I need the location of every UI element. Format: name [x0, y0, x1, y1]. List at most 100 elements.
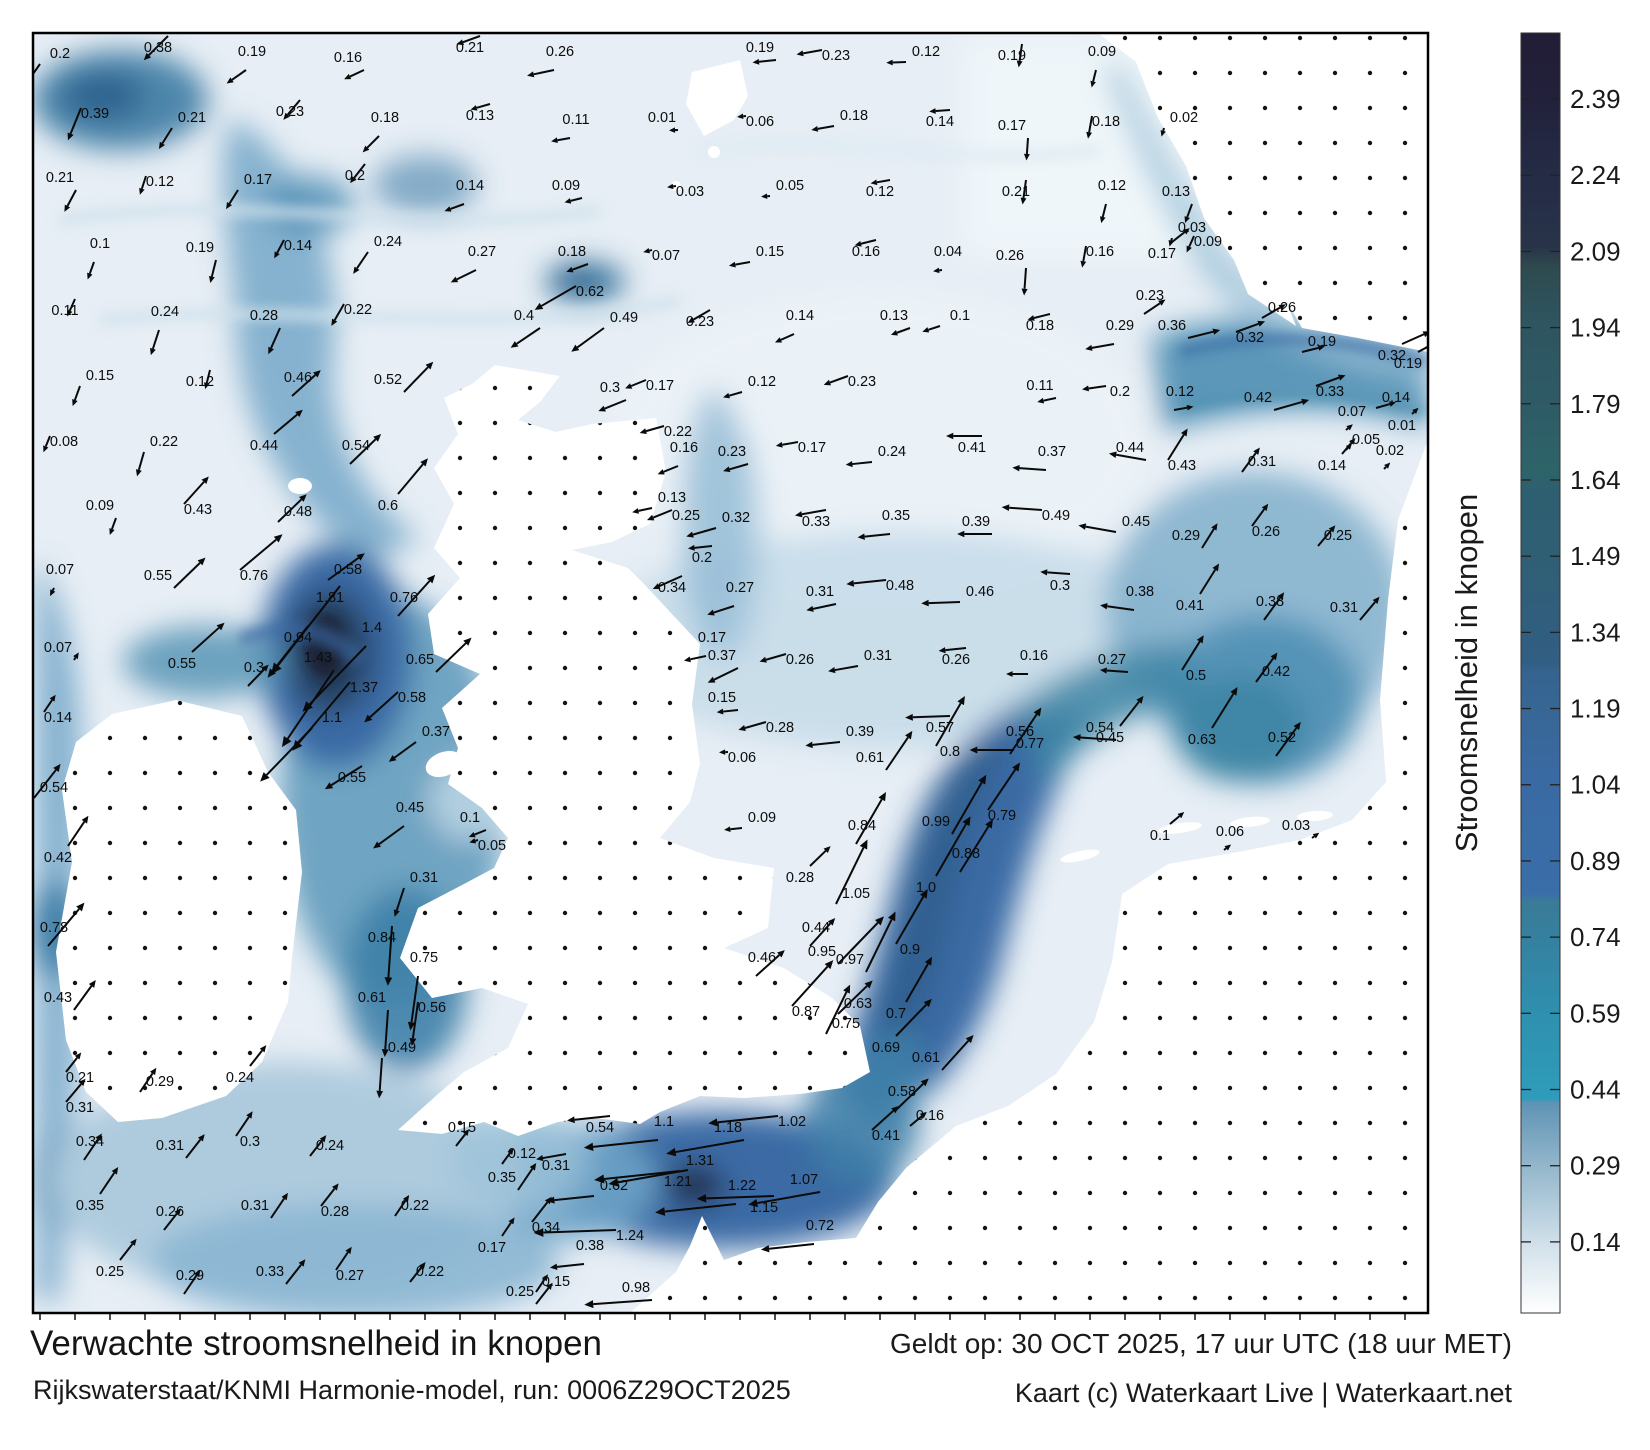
- svg-text:0.42: 0.42: [44, 850, 72, 866]
- svg-text:0.31: 0.31: [241, 1198, 269, 1214]
- svg-text:0.19: 0.19: [1308, 334, 1336, 350]
- svg-text:0.17: 0.17: [798, 440, 826, 456]
- svg-text:0.31: 0.31: [66, 1100, 94, 1116]
- svg-text:0.22: 0.22: [416, 1264, 444, 1280]
- svg-text:0.32: 0.32: [1378, 348, 1406, 364]
- land-orkney: [671, 60, 748, 191]
- svg-text:0.12: 0.12: [146, 174, 174, 190]
- svg-text:0.45: 0.45: [396, 800, 424, 816]
- svg-text:0.31: 0.31: [1330, 600, 1358, 616]
- svg-text:0.16: 0.16: [334, 50, 362, 66]
- svg-text:0.23: 0.23: [718, 444, 746, 460]
- svg-text:0.26: 0.26: [786, 652, 814, 668]
- svg-text:0.16: 0.16: [1020, 648, 1048, 664]
- svg-text:0.59: 0.59: [1570, 998, 1621, 1028]
- svg-text:0.49: 0.49: [388, 1040, 416, 1056]
- svg-text:0.41: 0.41: [872, 1128, 900, 1144]
- svg-text:0.31: 0.31: [806, 584, 834, 600]
- svg-text:0.17: 0.17: [646, 378, 674, 394]
- svg-text:0.15: 0.15: [756, 244, 784, 260]
- svg-text:1.05: 1.05: [842, 886, 870, 902]
- svg-text:0.13: 0.13: [880, 308, 908, 324]
- svg-text:0.23: 0.23: [822, 48, 850, 64]
- svg-text:0.04: 0.04: [934, 244, 962, 260]
- svg-text:0.06: 0.06: [1216, 824, 1244, 840]
- svg-text:0.28: 0.28: [321, 1204, 349, 1220]
- svg-text:0.41: 0.41: [1176, 598, 1204, 614]
- svg-text:1.18: 1.18: [714, 1120, 742, 1136]
- sea-streaks: [59, 138, 1428, 678]
- svg-text:0.44: 0.44: [1570, 1075, 1621, 1105]
- svg-text:0.58: 0.58: [334, 562, 362, 578]
- svg-text:0.38: 0.38: [576, 1238, 604, 1254]
- svg-text:0.72: 0.72: [806, 1218, 834, 1234]
- svg-text:0.15: 0.15: [448, 1120, 476, 1136]
- svg-text:0.43: 0.43: [44, 990, 72, 1006]
- svg-text:0.16: 0.16: [852, 244, 880, 260]
- svg-text:0.09: 0.09: [86, 498, 114, 514]
- land-isle-of-man: [425, 750, 463, 778]
- svg-text:0.2: 0.2: [50, 46, 70, 62]
- svg-text:0.57: 0.57: [926, 720, 954, 736]
- svg-text:0.2: 0.2: [692, 550, 712, 566]
- svg-text:0.14: 0.14: [44, 710, 72, 726]
- svg-text:1.79: 1.79: [1570, 389, 1621, 419]
- svg-text:0.18: 0.18: [371, 110, 399, 126]
- svg-text:0.42: 0.42: [1262, 664, 1290, 680]
- svg-text:1.43: 1.43: [304, 650, 332, 666]
- svg-text:0.24: 0.24: [226, 1070, 254, 1086]
- svg-text:0.16: 0.16: [916, 1108, 944, 1124]
- svg-text:0.77: 0.77: [1016, 736, 1044, 752]
- svg-text:0.06: 0.06: [746, 114, 774, 130]
- svg-text:0.08: 0.08: [50, 434, 78, 450]
- svg-text:0.14: 0.14: [284, 238, 312, 254]
- svg-text:0.52: 0.52: [374, 372, 402, 388]
- svg-text:0.5: 0.5: [1186, 668, 1206, 684]
- svg-text:1.1: 1.1: [322, 710, 342, 726]
- svg-text:0.35: 0.35: [882, 508, 910, 524]
- svg-text:2.24: 2.24: [1570, 160, 1621, 190]
- svg-text:0.17: 0.17: [1148, 246, 1176, 262]
- svg-text:1.49: 1.49: [1570, 541, 1621, 571]
- svg-text:0.1: 0.1: [1150, 828, 1170, 844]
- svg-text:0.33: 0.33: [1316, 384, 1344, 400]
- svg-text:0.25: 0.25: [506, 1284, 534, 1300]
- svg-text:0.46: 0.46: [284, 370, 312, 386]
- svg-text:1.19: 1.19: [1570, 694, 1621, 724]
- svg-text:0.12: 0.12: [186, 374, 214, 390]
- svg-text:0.34: 0.34: [658, 580, 686, 596]
- svg-text:0.26: 0.26: [942, 652, 970, 668]
- svg-text:0.19: 0.19: [1394, 356, 1422, 372]
- svg-text:0.98: 0.98: [622, 1280, 650, 1296]
- svg-text:0.06: 0.06: [728, 750, 756, 766]
- svg-text:0.97: 0.97: [836, 952, 864, 968]
- svg-text:0.24: 0.24: [878, 444, 906, 460]
- svg-text:0.33: 0.33: [802, 514, 830, 530]
- svg-text:0.16: 0.16: [670, 440, 698, 456]
- svg-text:0.8: 0.8: [940, 744, 960, 760]
- svg-text:0.29: 0.29: [1106, 318, 1134, 334]
- svg-text:0.52: 0.52: [1268, 730, 1296, 746]
- svg-text:0.22: 0.22: [664, 424, 692, 440]
- svg-text:0.49: 0.49: [1042, 508, 1070, 524]
- svg-text:0.13: 0.13: [466, 108, 494, 124]
- svg-text:0.22: 0.22: [344, 302, 372, 318]
- svg-text:0.31: 0.31: [156, 1138, 184, 1154]
- svg-text:0.33: 0.33: [256, 1264, 284, 1280]
- svg-text:0.29: 0.29: [1570, 1151, 1621, 1181]
- svg-text:0.02: 0.02: [1170, 110, 1198, 126]
- svg-text:0.26: 0.26: [156, 1204, 184, 1220]
- svg-text:0.76: 0.76: [240, 568, 268, 584]
- quiver-layer: 0.2 0.38 0.19 0.16 0.39 0.21 0.23 0.18 0.21 0.12 0…: [33, 35, 1428, 1309]
- svg-text:0.12: 0.12: [1098, 178, 1126, 194]
- svg-text:0.44: 0.44: [250, 438, 278, 454]
- svg-text:0.15: 0.15: [86, 368, 114, 384]
- svg-text:0.15: 0.15: [708, 690, 736, 706]
- svg-text:0.31: 0.31: [410, 870, 438, 886]
- svg-text:0.61: 0.61: [856, 750, 884, 766]
- svg-text:2.09: 2.09: [1570, 236, 1621, 266]
- svg-text:2.39: 2.39: [1570, 84, 1621, 114]
- svg-text:0.07: 0.07: [44, 640, 72, 656]
- colorbar: 2.39 2.24 2.09 1.94 1.79 1.64 1.49 1.34 1.19 1.04…: [1449, 32, 1621, 1314]
- svg-text:0.25: 0.25: [672, 508, 700, 524]
